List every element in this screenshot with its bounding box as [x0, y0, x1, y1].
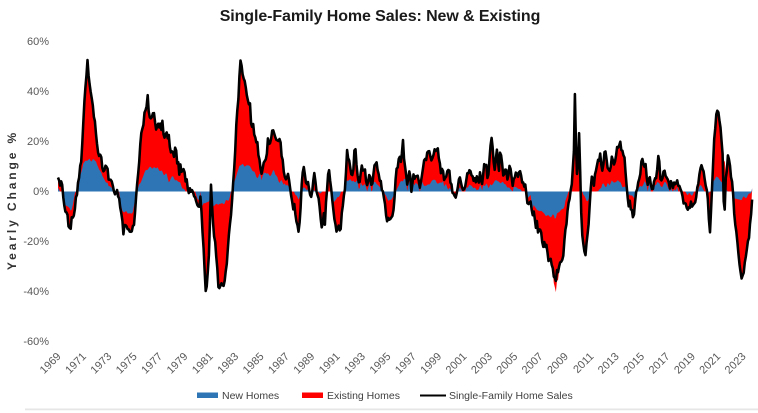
svg-text:Yearly Change %: Yearly Change %: [5, 130, 19, 270]
svg-text:New Homes: New Homes: [222, 390, 279, 402]
svg-text:-40%: -40%: [23, 286, 49, 298]
svg-text:-20%: -20%: [23, 236, 49, 248]
svg-text:60%: 60%: [27, 36, 49, 48]
svg-text:Single-Family Home Sales: Single-Family Home Sales: [449, 390, 573, 402]
svg-text:Existing Homes: Existing Homes: [327, 390, 400, 402]
svg-text:-60%: -60%: [23, 336, 49, 348]
svg-text:Single-Family Home Sales: New: Single-Family Home Sales: New & Existing: [220, 8, 541, 25]
svg-text:0%: 0%: [33, 186, 49, 198]
svg-text:20%: 20%: [27, 136, 49, 148]
svg-text:40%: 40%: [27, 86, 49, 98]
